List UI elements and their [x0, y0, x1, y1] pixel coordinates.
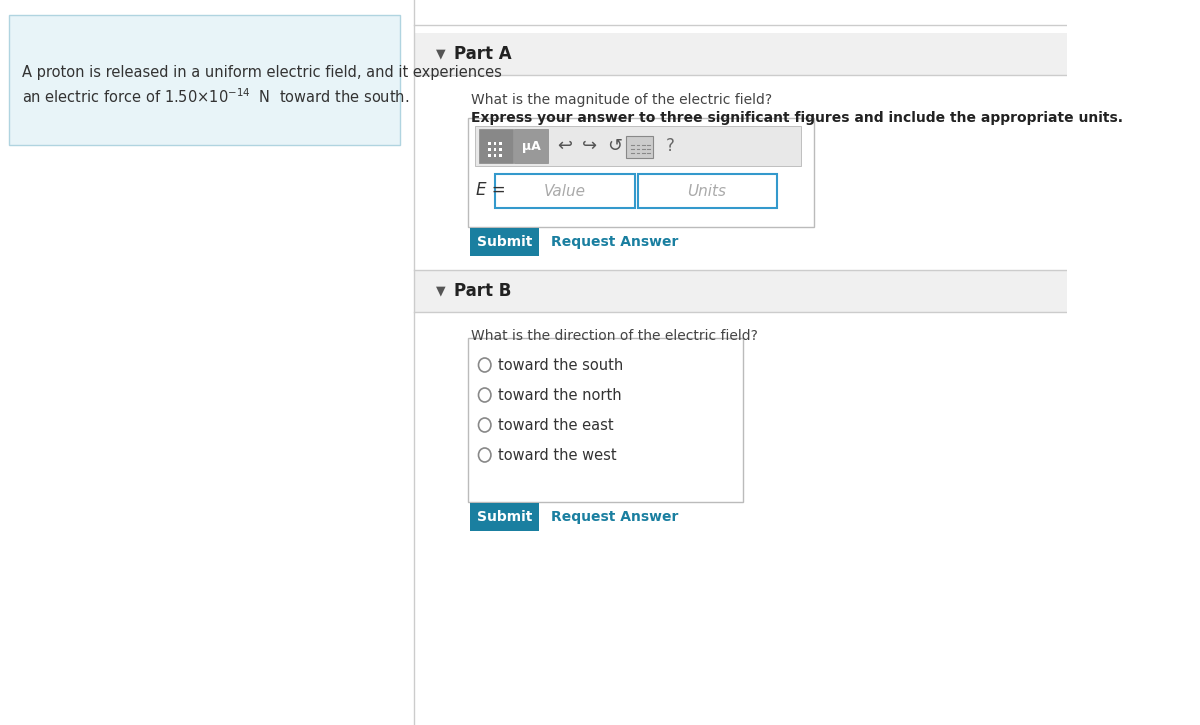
Circle shape: [479, 388, 491, 402]
FancyBboxPatch shape: [414, 270, 1067, 312]
Text: Submit: Submit: [476, 510, 532, 524]
FancyBboxPatch shape: [499, 148, 502, 151]
FancyBboxPatch shape: [488, 142, 491, 145]
Circle shape: [479, 358, 491, 372]
Circle shape: [479, 418, 491, 432]
Text: an electric force of 1.50$\times$10$^{-14}$  N  toward the south.: an electric force of 1.50$\times$10$^{-1…: [23, 87, 409, 106]
Text: What is the magnitude of the electric field?: What is the magnitude of the electric fi…: [472, 93, 773, 107]
Circle shape: [479, 448, 491, 462]
Text: ↩: ↩: [557, 137, 572, 155]
Text: ▼: ▼: [436, 284, 445, 297]
Text: A proton is released in a uniform electric field, and it experiences: A proton is released in a uniform electr…: [23, 65, 502, 80]
FancyBboxPatch shape: [468, 118, 814, 227]
FancyBboxPatch shape: [470, 228, 539, 256]
FancyBboxPatch shape: [414, 33, 1067, 75]
Text: ↪: ↪: [582, 137, 598, 155]
Text: µA: µA: [522, 139, 540, 152]
FancyBboxPatch shape: [470, 503, 539, 531]
FancyBboxPatch shape: [479, 129, 514, 163]
Text: ?: ?: [665, 137, 674, 155]
Text: ↺: ↺: [607, 137, 622, 155]
Text: Value: Value: [544, 183, 586, 199]
FancyBboxPatch shape: [493, 154, 497, 157]
Text: Submit: Submit: [476, 235, 532, 249]
Text: Units: Units: [688, 183, 726, 199]
Text: Part B: Part B: [454, 282, 511, 300]
Text: toward the east: toward the east: [498, 418, 613, 433]
Text: toward the south: toward the south: [498, 357, 623, 373]
FancyBboxPatch shape: [8, 15, 401, 145]
Text: Express your answer to three significant figures and include the appropriate uni: Express your answer to three significant…: [472, 111, 1123, 125]
Text: Part A: Part A: [454, 45, 511, 63]
FancyBboxPatch shape: [468, 338, 743, 502]
FancyBboxPatch shape: [499, 142, 502, 145]
FancyBboxPatch shape: [626, 136, 653, 158]
Text: Request Answer: Request Answer: [552, 510, 679, 524]
Text: E =: E =: [476, 181, 505, 199]
FancyBboxPatch shape: [493, 148, 497, 151]
Text: toward the north: toward the north: [498, 387, 622, 402]
Text: ▼: ▼: [436, 48, 445, 60]
Text: Request Answer: Request Answer: [552, 235, 679, 249]
FancyBboxPatch shape: [637, 174, 778, 208]
Text: What is the direction of the electric field?: What is the direction of the electric fi…: [472, 329, 758, 343]
FancyBboxPatch shape: [488, 154, 491, 157]
FancyBboxPatch shape: [499, 154, 502, 157]
FancyBboxPatch shape: [496, 174, 635, 208]
FancyBboxPatch shape: [514, 129, 548, 163]
Text: toward the west: toward the west: [498, 447, 617, 463]
FancyBboxPatch shape: [493, 142, 497, 145]
FancyBboxPatch shape: [475, 126, 802, 166]
FancyBboxPatch shape: [488, 148, 491, 151]
